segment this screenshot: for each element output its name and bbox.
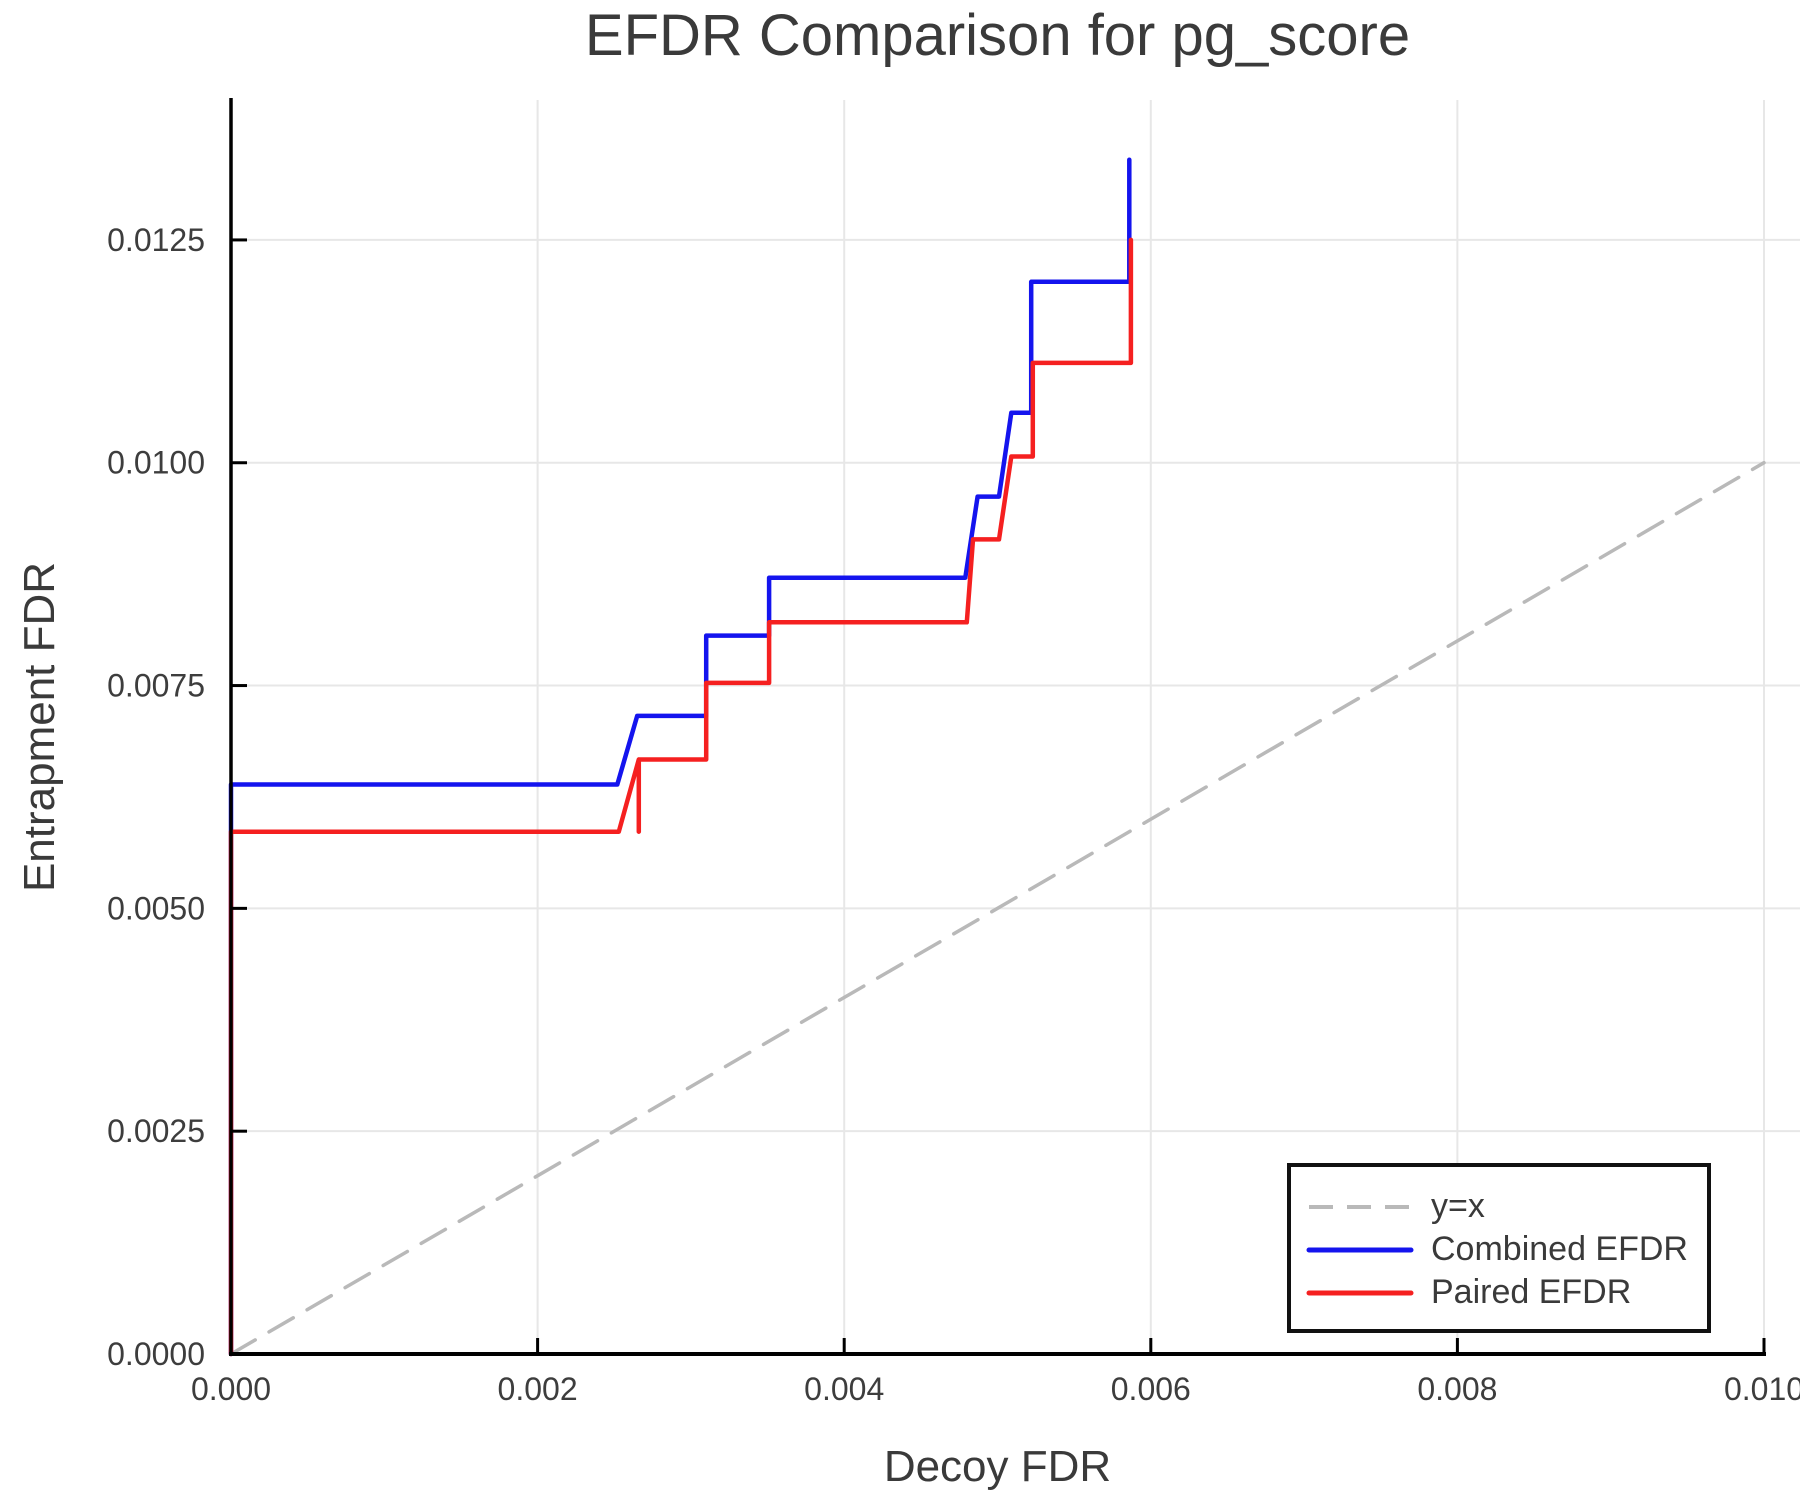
y-tick-label: 0.0000: [107, 1336, 205, 1372]
x-tick-label: 0.010: [1724, 1371, 1800, 1407]
y-tick-label: 0.0125: [107, 222, 205, 258]
series-lines: [228, 157, 1766, 1357]
y-tick-label: 0.0025: [107, 1113, 205, 1149]
legend-label-identity: y=x: [1431, 1187, 1485, 1225]
x-tick-label: 0.002: [498, 1371, 578, 1407]
y-tick-label: 0.0100: [107, 445, 205, 481]
tick-labels: 0.000 0.002 0.004 0.006 0.008 0.010 0.0000 0.00…: [107, 222, 1800, 1407]
x-tick-label: 0.004: [804, 1371, 884, 1407]
x-tick-label: 0.006: [1111, 1371, 1191, 1407]
y-tick-label: 0.0050: [107, 890, 205, 926]
legend-item-paired: Paired EFDR: [1305, 1271, 1697, 1314]
y-tick-label: 0.0075: [107, 668, 205, 704]
legend-label-combined: Combined EFDR: [1431, 1230, 1688, 1268]
combined-line-sample: [1306, 1247, 1414, 1252]
legend-item-identity: y=x: [1305, 1185, 1697, 1228]
x-tick-label: 0.008: [1417, 1371, 1497, 1407]
x-tick-label: 0.000: [191, 1371, 271, 1407]
chart-title: EFDR Comparison for pg_score: [584, 3, 1411, 68]
series-1: [228, 157, 1132, 1357]
axis-spines: [229, 98, 1766, 1356]
legend: y=x Combined EFDR Paired EFDR: [1287, 1163, 1711, 1333]
gridlines: [231, 100, 1800, 1354]
legend-item-combined: Combined EFDR: [1305, 1228, 1697, 1271]
identity-line-sample: [1309, 1204, 1411, 1209]
x-axis-label: Decoy FDR: [883, 1442, 1112, 1491]
legend-label-paired: Paired EFDR: [1431, 1273, 1632, 1311]
series-0: [229, 460, 1766, 1356]
series-2: [228, 237, 1134, 1357]
paired-line-sample: [1306, 1290, 1414, 1295]
axis-ticks: [229, 238, 1766, 1356]
